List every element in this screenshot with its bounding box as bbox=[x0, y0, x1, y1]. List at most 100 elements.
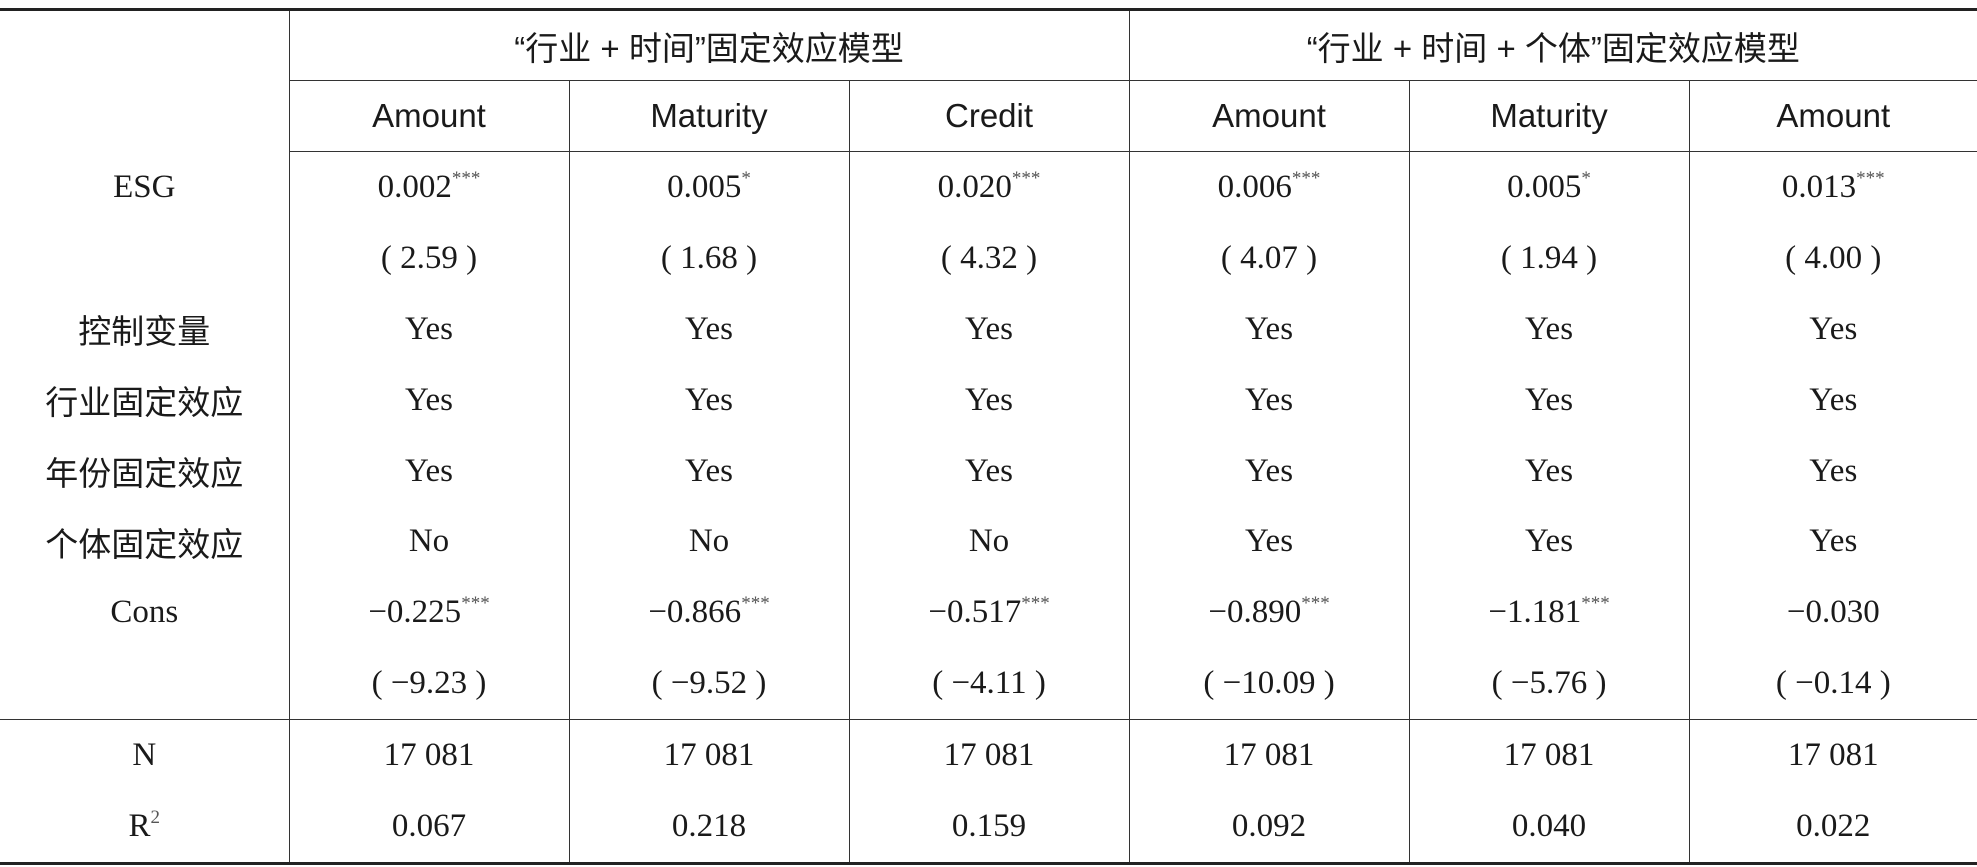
cell-text: Yes bbox=[1525, 381, 1574, 418]
row-label bbox=[0, 648, 289, 721]
cell-text: ( 1.94 ) bbox=[1500, 239, 1598, 276]
cell-text: ( −5.76 ) bbox=[1491, 665, 1607, 702]
table-cell: ( 4.07 ) bbox=[1128, 222, 1410, 294]
column-header: Credit bbox=[848, 80, 1130, 152]
superscript: *** bbox=[1301, 593, 1330, 615]
cell-text: −0.866 bbox=[648, 594, 742, 631]
table-cell: 17 081 bbox=[1408, 719, 1690, 792]
cell-text: −0.517 bbox=[928, 594, 1022, 631]
cell-text: Yes bbox=[965, 310, 1014, 347]
table-cell: 17 081 bbox=[568, 719, 849, 792]
cell-text: 0.067 bbox=[391, 807, 467, 844]
table-cell: Yes bbox=[1408, 435, 1690, 507]
cell-text: 0.005 bbox=[1507, 168, 1582, 205]
cell-text: No bbox=[408, 523, 450, 560]
table-cell: ( 4.00 ) bbox=[1688, 222, 1977, 294]
table-cell: No bbox=[848, 506, 1130, 578]
cell-text: 年份固定效应 bbox=[45, 457, 244, 493]
table-cell: 0.006*** bbox=[1128, 151, 1410, 223]
cell-text: Yes bbox=[1245, 310, 1294, 347]
cell-text: 0.002 bbox=[377, 168, 452, 205]
cell-text: Yes bbox=[404, 452, 454, 489]
regression-table: “行业 + 时间”固定效应模型 “行业 + 时间 + 个体”固定效应模型 Amoun… bbox=[0, 8, 1977, 865]
superscript: *** bbox=[1856, 167, 1885, 189]
superscript: *** bbox=[461, 593, 490, 615]
table-cell: Yes bbox=[568, 293, 849, 365]
cell-text: 个体固定效应 bbox=[45, 527, 244, 564]
table-row: 控制变量 Yes Yes Yes Yes Yes Yes bbox=[0, 293, 1977, 365]
table-cell: 0.005* bbox=[1408, 151, 1690, 223]
cell-text: Yes bbox=[1809, 310, 1858, 347]
cell-text: ( −0.14 ) bbox=[1775, 665, 1891, 702]
corner-cell bbox=[0, 10, 289, 152]
cell-text: Yes bbox=[684, 452, 734, 489]
table-cell: ( −9.52 ) bbox=[568, 648, 849, 721]
cell-text: Yes bbox=[965, 381, 1014, 418]
table-cell: ( −9.23 ) bbox=[288, 648, 569, 721]
table-cell: 17 081 bbox=[1128, 719, 1410, 792]
cell-text: 0.006 bbox=[1217, 168, 1292, 205]
cell-text: ( −9.52 ) bbox=[651, 665, 767, 702]
cell-text: Yes bbox=[1525, 310, 1574, 347]
group-header: “行业 + 时间 + 个体”固定效应模型 bbox=[1128, 9, 1977, 81]
column-header: Amount bbox=[288, 80, 569, 152]
table-cell: Yes bbox=[1128, 293, 1410, 365]
cell-text: Yes bbox=[1809, 452, 1858, 489]
column-header: Amount bbox=[1128, 80, 1410, 152]
superscript: *** bbox=[741, 593, 770, 615]
table-cell: ( −4.11 ) bbox=[848, 648, 1130, 721]
table-cell: Yes bbox=[568, 435, 849, 507]
table-cell: −0.866*** bbox=[568, 577, 849, 649]
table-row: ( 2.59 ) ( 1.68 ) ( 4.32 ) ( 4.07 ) ( 1.94 )… bbox=[0, 222, 1977, 294]
cell-text: 17 081 bbox=[383, 737, 475, 774]
table-cell: 17 081 bbox=[288, 719, 569, 792]
cell-text: 0.005 bbox=[667, 168, 742, 205]
header-row: “行业 + 时间”固定效应模型 “行业 + 时间 + 个体”固定效应模型 bbox=[0, 9, 1977, 81]
cell-text: No bbox=[688, 523, 730, 560]
row-label: Cons bbox=[0, 577, 289, 648]
cell-text: ( 1.68 ) bbox=[660, 239, 758, 276]
row-label: 年份固定效应 bbox=[0, 436, 289, 507]
table-cell: ( 2.59 ) bbox=[288, 222, 569, 294]
cell-text: −0.890 bbox=[1208, 594, 1302, 631]
column-title: Maturity bbox=[1490, 97, 1608, 134]
header-row: Amount Maturity Credit Amount Maturity Amount bbox=[0, 80, 1977, 152]
cell-text: 17 081 bbox=[1223, 737, 1315, 774]
superscript: *** bbox=[451, 167, 481, 189]
cell-text: 17 081 bbox=[1503, 737, 1595, 774]
table-cell: 0.005* bbox=[568, 151, 849, 223]
table-cell: 17 081 bbox=[848, 719, 1130, 792]
cell-text: ( 4.32 ) bbox=[940, 239, 1038, 276]
column-title: Amount bbox=[1776, 97, 1891, 134]
row-label: 行业固定效应 bbox=[0, 365, 289, 436]
cell-text: ( −9.23 ) bbox=[371, 665, 487, 702]
superscript: * bbox=[1581, 167, 1591, 189]
table-cell: 0.020*** bbox=[848, 151, 1130, 223]
table-cell: Yes bbox=[1688, 506, 1977, 578]
cell-text: ( 4.07 ) bbox=[1220, 239, 1318, 276]
table-cell: 0.013*** bbox=[1688, 151, 1977, 223]
table-cell: ( −5.76 ) bbox=[1408, 648, 1690, 721]
table-cell: ( −10.09 ) bbox=[1128, 648, 1410, 721]
table-cell: −0.890*** bbox=[1128, 577, 1410, 649]
cell-text: Yes bbox=[1809, 381, 1858, 418]
table-cell: Yes bbox=[848, 364, 1130, 436]
cell-text: Yes bbox=[965, 452, 1014, 489]
cell-text: Yes bbox=[1525, 452, 1574, 489]
row-label: R2 bbox=[0, 791, 289, 863]
table-cell: Yes bbox=[1688, 435, 1977, 507]
table-cell: Yes bbox=[1128, 364, 1410, 436]
cell-text: 0.013 bbox=[1781, 168, 1857, 205]
row-label: ESG bbox=[0, 152, 289, 223]
table-cell: 0.067 bbox=[288, 791, 569, 864]
cell-text: 17 081 bbox=[1787, 737, 1879, 774]
cell-text: 0.040 bbox=[1511, 807, 1587, 844]
cell-text: 0.022 bbox=[1796, 807, 1871, 844]
table-cell: No bbox=[568, 506, 849, 578]
cell-text: R bbox=[128, 807, 151, 844]
table-cell: ( −0.14 ) bbox=[1688, 648, 1977, 721]
superscript: *** bbox=[1291, 167, 1321, 189]
cell-text: 0.020 bbox=[937, 168, 1012, 205]
cell-text: 0.092 bbox=[1231, 807, 1307, 844]
cell-text: ESG bbox=[113, 168, 176, 205]
